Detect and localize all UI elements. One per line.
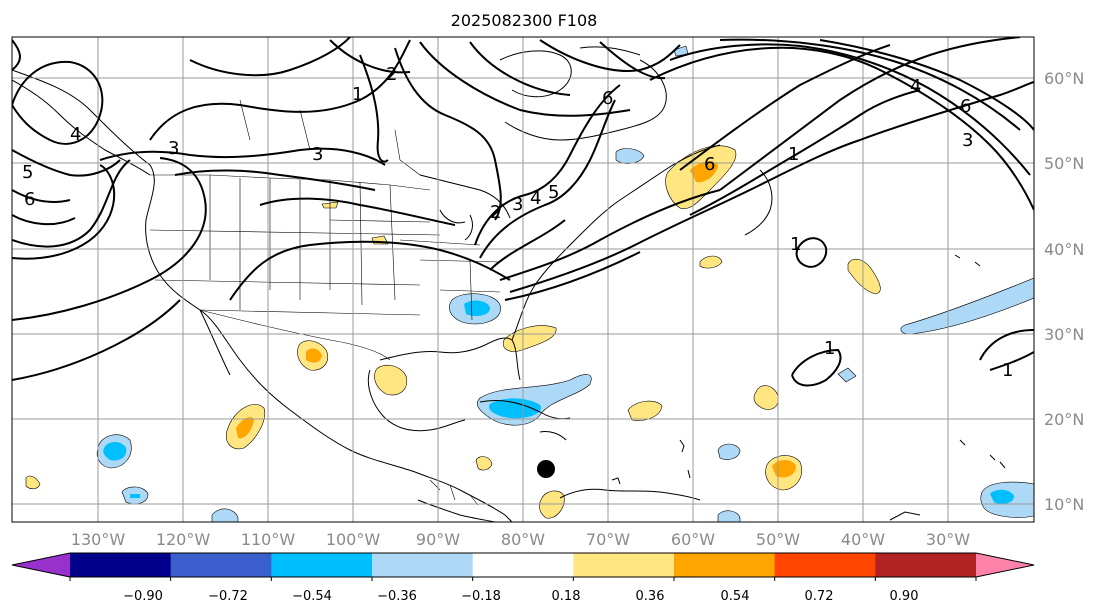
neg-anomaly-atlantic-band [900,277,1034,335]
contour-label: 4 [910,76,921,97]
colorbar-segment [573,553,675,577]
colorbar-tick-labels: −0.90 −0.72 −0.54 −0.36 −0.18 0.18 0.36 … [123,589,918,604]
lat-label: 20°N [1044,410,1084,429]
contour-label: 4 [70,124,81,145]
longitude-labels: 130°W 120°W 110°W 100°W 90°W 80°W 70°W 6… [71,530,970,549]
colorbar-tick-label: 0.18 [552,589,581,604]
lat-label: 50°N [1044,154,1084,173]
lon-label: 40°W [841,530,885,549]
contour-label: 1 [1002,360,1013,381]
colorbar-tick-label: −0.54 [292,589,332,604]
colorbar-segment [976,553,1034,577]
contour-label: 6 [704,154,715,175]
contour-label: 4 [530,188,541,209]
colorbar-segment [12,553,70,577]
lat-label: 10°N [1044,495,1084,514]
colorbar-tick-label: −0.90 [123,589,163,604]
latitude-labels: 60°N 50°N 40°N 30°N 20°N 10°N [1044,69,1084,514]
contour-label: 5 [548,182,559,203]
contour-label: 1 [790,234,801,255]
lat-label: 40°N [1044,240,1084,259]
map-frame [11,36,1035,523]
contour-label: 1 [352,84,363,105]
lon-label: 100°W [326,530,381,549]
colorbar-segment [170,553,272,577]
colorbar-segment [472,553,574,577]
lon-label: 30°W [926,530,970,549]
colorbar-tick-label: −0.36 [377,589,417,604]
contour-label: 6 [24,189,35,210]
colorbar-segment [271,553,373,577]
contour-label: 2 [490,202,501,223]
contour-lines [12,37,1034,387]
contour-label: 6 [602,88,613,109]
colorbar-tick-label: −0.18 [461,589,501,604]
contour-label: 3 [512,194,523,215]
colorbar-segment [70,553,172,577]
colorbar-segment [372,553,474,577]
lon-label: 110°W [241,530,296,549]
contour-label: 3 [962,130,973,151]
contour-label: 6 [960,96,971,117]
colorbar-tick-label: 0.90 [890,589,919,604]
contour-label: 5 [22,162,33,183]
storm-center-marker [537,460,555,478]
colorbar-segment [875,553,977,577]
contour-label-group: 1 2 3 3 4 5 6 6 4 6 3 1 1 1 1 2 3 4 5 6 [22,64,1013,381]
colorbar-segment [674,553,776,577]
colorbar-tick-label: −0.72 [208,589,248,604]
contour-label: 1 [824,338,835,359]
colorbar-tick-label: 0.54 [721,589,750,604]
lon-label: 60°W [671,530,715,549]
lon-label: 80°W [501,530,545,549]
contour-label: 3 [168,138,179,159]
anomaly-shading [25,45,1034,522]
colorbar-segment [774,553,876,577]
lon-label: 90°W [416,530,460,549]
colorbar-tick-label: 0.72 [805,589,834,604]
lat-label: 60°N [1044,69,1084,88]
colorbar [11,552,1035,581]
contour-label: 2 [386,64,397,85]
lon-label: 120°W [156,530,211,549]
map-area: 1 2 3 3 4 5 6 6 4 6 3 1 1 1 1 2 3 4 5 6 [12,37,1034,522]
map-title: 2025082300 F108 [451,11,598,30]
colorbar-tick-label: 0.36 [636,589,665,604]
lat-label: 30°N [1044,325,1084,344]
contour-label: 1 [788,144,799,165]
lon-label: 70°W [586,530,630,549]
lon-label: 130°W [71,530,126,549]
political-borders [149,99,501,506]
lon-label: 50°W [756,530,800,549]
contour-label: 3 [312,144,323,165]
